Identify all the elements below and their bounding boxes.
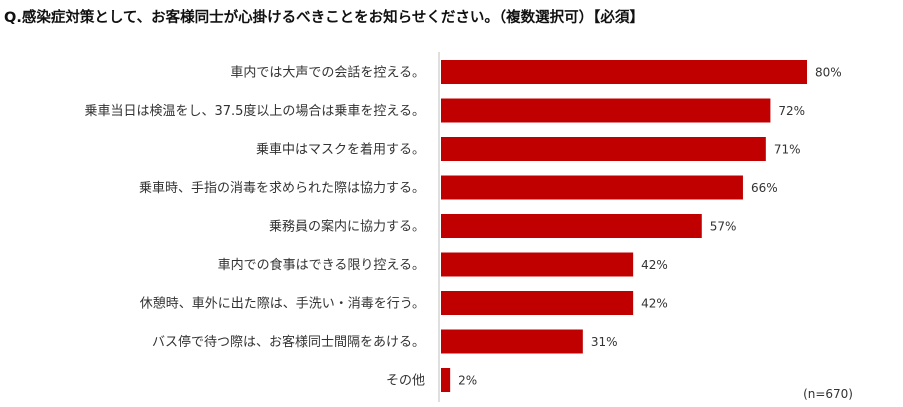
bar-9 (441, 368, 451, 392)
value-label-7: 42% (641, 297, 668, 311)
chart-title: Q.感染症対策として、お客様同士が心掛けるべきことをお知らせください。（複数選択… (4, 10, 644, 26)
bar-2 (441, 98, 771, 123)
category-label-4: 乗車時、手指の消毒を求められた際は協力する。 (139, 181, 425, 196)
category-label-5: 乗務員の案内に協力する。 (269, 219, 425, 235)
category-label-7: 休憩時、車外に出た際は、手洗い・消毒を行う。 (140, 296, 425, 312)
bar-5 (441, 214, 702, 238)
bar-8 (441, 329, 583, 354)
sample-size-note: (n=670) (803, 387, 853, 401)
category-label-6: 車内での食事はできる限り控える。 (218, 257, 425, 273)
category-label-8: バス停で待つ際は、お客様同士間隔をあける。 (152, 334, 425, 350)
category-labels: 車内では大声での会話を控える。乗車当日は検温をし、37.5度以上の場合は乗車を控… (84, 65, 425, 389)
bars-group (441, 60, 807, 392)
category-label-9: その他 (386, 374, 425, 389)
value-label-9: 2% (458, 374, 477, 388)
bar-4 (441, 175, 743, 200)
category-label-3: 乗車中はマスクを着用する。 (256, 142, 425, 158)
bar-3 (441, 137, 766, 161)
value-labels: 80% 72% 71% 66% 57% 42% 42% 31% 2% (458, 66, 842, 388)
bar-1 (441, 60, 807, 84)
value-label-8: 31% (591, 335, 618, 349)
value-label-4: 66% (751, 181, 778, 195)
value-label-5: 57% (710, 220, 737, 234)
value-label-2: 72% (778, 104, 805, 118)
value-label-1: 80% (815, 66, 842, 80)
value-label-3: 71% (774, 143, 801, 157)
bar-7 (441, 291, 634, 315)
bar-6 (441, 252, 634, 277)
category-label-1: 車内では大声での会話を控える。 (230, 65, 425, 81)
category-label-2: 乗車当日は検温をし、37.5度以上の場合は乗車を控える。 (84, 103, 425, 119)
value-label-6: 42% (641, 258, 668, 272)
